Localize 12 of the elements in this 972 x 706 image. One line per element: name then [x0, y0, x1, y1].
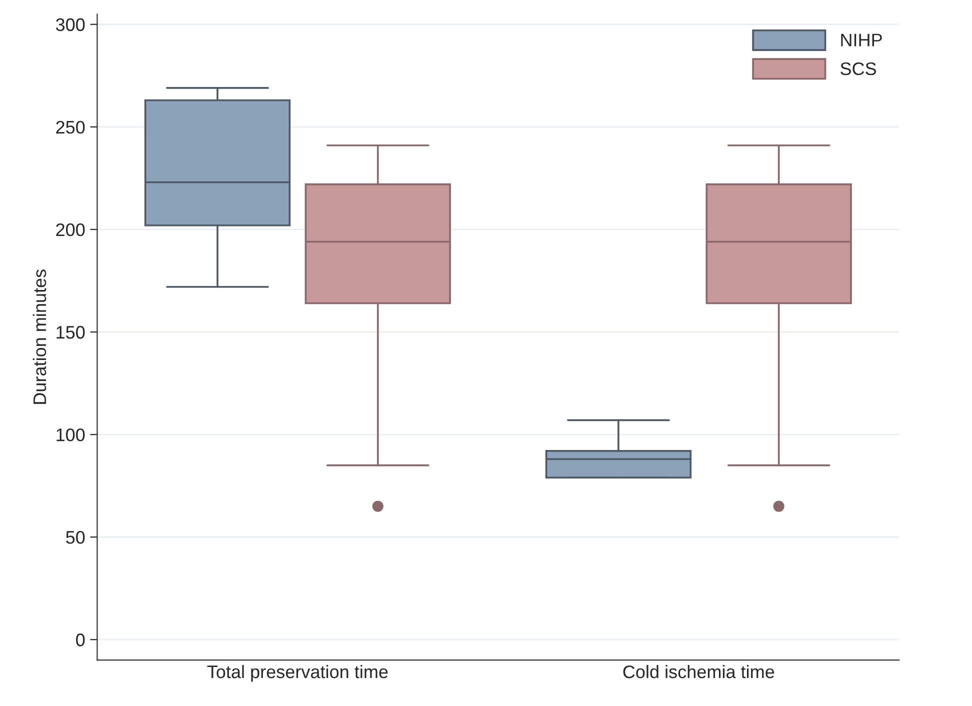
y-tick-label: 50: [66, 531, 85, 544]
y-axis-title: Duration minutes: [32, 270, 46, 404]
x-tick-label: Total preservation time: [207, 664, 388, 682]
y-tick-label: 0: [76, 634, 85, 646]
y-tick-label: 200: [56, 223, 85, 236]
y-tick-label: 250: [56, 120, 85, 134]
x-tick-label: Cold ischemia time: [623, 664, 774, 678]
legend-label: SCS: [840, 62, 876, 76]
y-tick-label: 100: [56, 428, 85, 442]
legend-label: NIHP: [841, 34, 882, 46]
y-tick-label: 150: [56, 326, 85, 339]
y-tick-label: 300: [56, 18, 85, 32]
